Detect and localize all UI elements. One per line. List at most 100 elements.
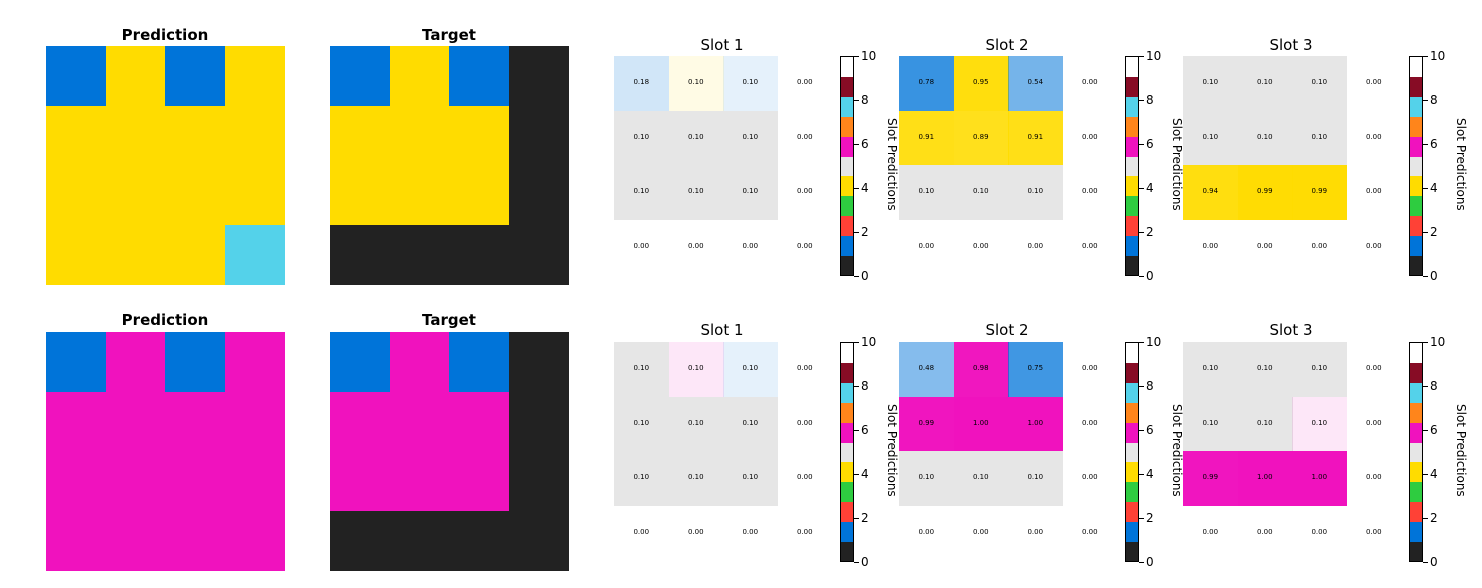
colorbar-tick (1139, 100, 1144, 101)
grid-cell (389, 224, 450, 285)
heatmap-cell (668, 396, 724, 452)
colorbar-tick-label: 6 (861, 423, 869, 437)
colorbar-segment (1126, 422, 1138, 443)
cell-value-label: 0.10 (633, 418, 650, 427)
heatmap-cell (1183, 451, 1238, 506)
colorbar-segment (1410, 501, 1422, 522)
cell-value-label: 0.10 (1256, 132, 1273, 141)
colorbar-tick (854, 188, 859, 189)
grid-cell (224, 332, 285, 392)
colorbar-tick (1139, 430, 1144, 431)
cell-value-label: 0.00 (1311, 527, 1328, 536)
colorbar-tick-label: 10 (1146, 335, 1162, 349)
grid-cell (224, 510, 285, 571)
colorbar-segment (841, 501, 853, 522)
colorbar-tick (1423, 56, 1428, 57)
cell-value-label: 1.00 (1027, 418, 1044, 427)
grid-cell (165, 451, 225, 511)
colorbar-segment (1126, 362, 1138, 384)
colorbar-tick-label: 6 (1146, 137, 1154, 151)
prediction-title: Prediction (121, 26, 209, 44)
grid-cell (46, 105, 106, 166)
heatmap-cell (899, 165, 954, 220)
grid-cell (389, 391, 450, 452)
cell-value-label: 0.00 (1365, 241, 1382, 250)
colorbar-tick (1139, 518, 1144, 519)
colorbar-segment (1410, 215, 1422, 236)
cell-value-label: 0.18 (633, 78, 650, 87)
colorbar-segment (1126, 343, 1138, 364)
cell-value-label: 0.00 (1027, 241, 1044, 250)
colorbar-tick (854, 562, 859, 563)
cell-value-label: 0.10 (1311, 78, 1328, 87)
heatmap-cell (614, 165, 669, 220)
colorbar-segment (1410, 57, 1422, 78)
colorbar-segment (1126, 96, 1138, 117)
cell-value-label: 0.00 (1081, 78, 1098, 87)
colorbar-tick-label: 10 (861, 335, 877, 349)
heatmap-cell (1292, 342, 1347, 397)
heatmap-cell (1237, 396, 1293, 452)
colorbar-segment (1410, 521, 1422, 542)
cell-value-label: 0.10 (687, 418, 704, 427)
grid-cell (389, 332, 450, 392)
cell-value-label: 0.00 (796, 78, 813, 87)
cell-value-label: 0.00 (1365, 527, 1382, 536)
cell-value-label: 0.10 (1256, 78, 1273, 87)
grid-cell (165, 224, 225, 285)
colorbar-tick (854, 276, 859, 277)
heatmap-cell (1237, 56, 1293, 111)
grid-cell (508, 451, 569, 511)
colorbar-tick-label: 8 (1430, 93, 1438, 107)
target-grid (330, 332, 569, 571)
grid-cell (224, 105, 285, 166)
colorbar-tick (854, 518, 859, 519)
colorbar-tick (1423, 100, 1428, 101)
colorbar-segment (841, 175, 853, 197)
cell-value-label: 0.99 (918, 418, 935, 427)
colorbar-tick (1139, 342, 1144, 343)
colorbar-tick (1423, 342, 1428, 343)
colorbar-tick-label: 8 (861, 379, 869, 393)
heatmap-cell (953, 451, 1009, 506)
colorbar-tick-label: 4 (1146, 181, 1154, 195)
colorbar-tick-label: 0 (1430, 269, 1438, 283)
colorbar-segment (841, 541, 853, 562)
colorbar-tick (854, 474, 859, 475)
cell-value-label: 0.00 (1081, 187, 1098, 196)
colorbar-segment (841, 76, 853, 98)
colorbar-segment (1410, 461, 1422, 483)
cell-value-label: 0.10 (1027, 187, 1044, 196)
colorbar-segment (1126, 442, 1138, 463)
cell-value-label: 0.10 (742, 364, 759, 373)
colorbar-tick-label: 10 (1430, 49, 1446, 63)
cell-value-label: 0.00 (1202, 241, 1219, 250)
colorbar-segment (841, 422, 853, 443)
colorbar-segment (841, 235, 853, 256)
grid-cell (330, 105, 390, 166)
grid-cell (508, 332, 569, 392)
colorbar-tick (1423, 518, 1428, 519)
colorbar-tick (1139, 474, 1144, 475)
grid-cell (508, 391, 569, 452)
colorbar-segment (841, 442, 853, 463)
colorbar-label: Slot Predictions (885, 404, 899, 497)
grid-cell (389, 105, 450, 166)
heatmap-cell (953, 56, 1009, 111)
heatmap-cell (614, 56, 669, 111)
colorbar-segment (1410, 156, 1422, 177)
heatmap-cell (953, 396, 1009, 452)
colorbar-segment (841, 343, 853, 364)
colorbar-segment (1126, 156, 1138, 177)
grid-cell (224, 46, 285, 106)
heatmap-cell (668, 342, 724, 397)
grid-cell (330, 510, 390, 571)
grid-cell (165, 391, 225, 452)
cell-value-label: 0.99 (1202, 473, 1219, 482)
grid-cell (224, 224, 285, 285)
cell-value-label: 0.00 (796, 418, 813, 427)
colorbar-segment (1410, 343, 1422, 364)
colorbar-tick-label: 0 (1146, 269, 1154, 283)
cell-value-label: 0.10 (742, 418, 759, 427)
colorbar-tick (1423, 562, 1428, 563)
